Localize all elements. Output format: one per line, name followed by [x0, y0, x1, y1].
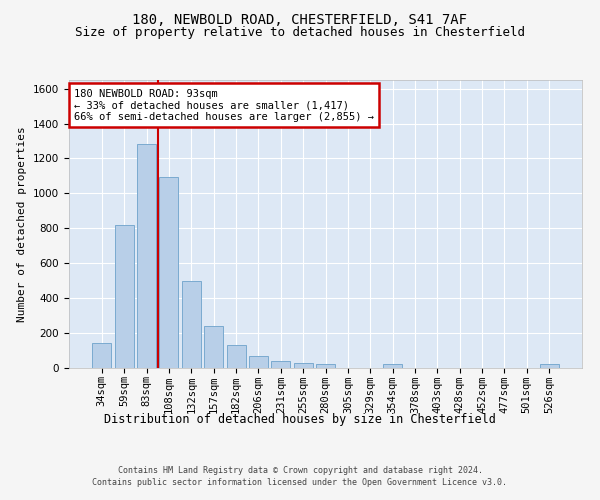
Text: Distribution of detached houses by size in Chesterfield: Distribution of detached houses by size … — [104, 412, 496, 426]
Text: Contains HM Land Registry data © Crown copyright and database right 2024.: Contains HM Land Registry data © Crown c… — [118, 466, 482, 475]
Text: 180 NEWBOLD ROAD: 93sqm
← 33% of detached houses are smaller (1,417)
66% of semi: 180 NEWBOLD ROAD: 93sqm ← 33% of detache… — [74, 88, 374, 122]
Bar — [539, 364, 559, 368]
Bar — [316, 364, 335, 368]
Bar — [160, 176, 178, 368]
Bar — [293, 362, 313, 368]
Bar — [383, 364, 402, 368]
Bar — [204, 326, 223, 368]
Text: Contains public sector information licensed under the Open Government Licence v3: Contains public sector information licen… — [92, 478, 508, 487]
Bar — [249, 356, 268, 368]
Bar — [115, 226, 134, 368]
Bar — [137, 144, 156, 368]
Bar — [271, 360, 290, 368]
Bar — [227, 345, 245, 368]
Text: Size of property relative to detached houses in Chesterfield: Size of property relative to detached ho… — [75, 26, 525, 39]
Text: 180, NEWBOLD ROAD, CHESTERFIELD, S41 7AF: 180, NEWBOLD ROAD, CHESTERFIELD, S41 7AF — [133, 12, 467, 26]
Y-axis label: Number of detached properties: Number of detached properties — [17, 126, 28, 322]
Bar — [92, 343, 112, 367]
Bar — [182, 281, 201, 368]
